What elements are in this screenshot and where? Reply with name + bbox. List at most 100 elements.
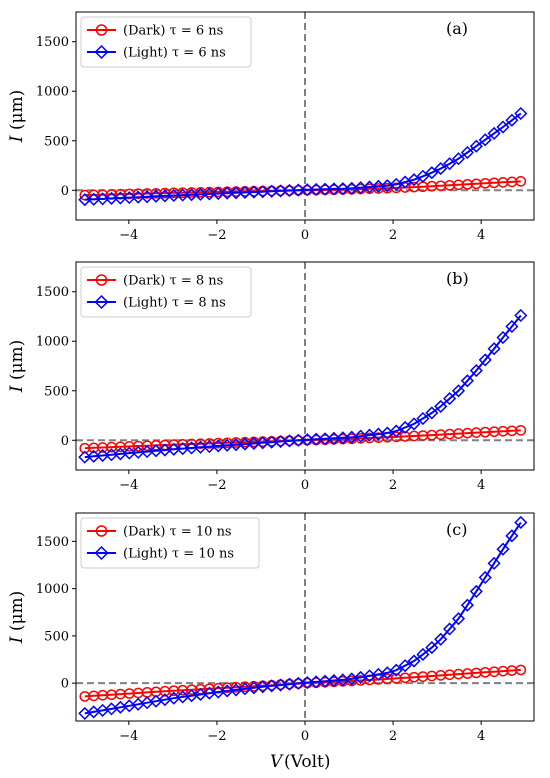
data-point bbox=[389, 663, 403, 677]
x-tick-label: 2 bbox=[389, 478, 397, 493]
data-point bbox=[460, 374, 474, 388]
data-point bbox=[247, 185, 261, 199]
data-point bbox=[416, 647, 430, 662]
x-tick-label: 4 bbox=[477, 478, 485, 493]
y-tick-label: 1000 bbox=[36, 335, 69, 350]
x-tick-label: −2 bbox=[207, 729, 226, 744]
data-point bbox=[434, 162, 448, 176]
legend: (Dark) τ = 6 ns (Light) τ = 6 ns bbox=[80, 16, 252, 68]
legend-box bbox=[80, 16, 252, 68]
panel-2: −4 −2 0 2 4 0 500 1000 1500 I (μm) (b) (Dark) τ = 8… bbox=[7, 261, 535, 493]
data-point bbox=[229, 186, 243, 200]
data-point bbox=[309, 432, 323, 446]
data-point bbox=[505, 319, 519, 334]
data-point bbox=[87, 192, 101, 206]
data-point bbox=[505, 113, 519, 127]
data-point bbox=[514, 106, 528, 121]
legend-marker bbox=[94, 545, 109, 561]
data-point bbox=[300, 433, 314, 447]
data-point bbox=[460, 145, 474, 160]
data-point bbox=[515, 176, 527, 187]
data-point bbox=[407, 417, 421, 431]
data-point bbox=[131, 190, 145, 204]
data-point bbox=[96, 192, 110, 206]
panel-1: −4 −2 0 2 4 0 500 1000 1500 I (μm) (a) (Dark) τ = 6… bbox=[7, 11, 535, 243]
y-axis-label: I (μm) bbox=[7, 591, 27, 645]
data-point bbox=[202, 187, 216, 201]
data-point bbox=[193, 187, 208, 201]
y-tick-label: 1500 bbox=[36, 35, 69, 50]
y-axis-label: I (μm) bbox=[7, 90, 27, 144]
data-point bbox=[515, 664, 527, 676]
y-tick-label: 0 bbox=[61, 434, 69, 449]
x-tick-label: 4 bbox=[477, 228, 485, 243]
x-tick-label: 0 bbox=[301, 478, 309, 493]
data-point bbox=[336, 182, 350, 196]
data-point bbox=[256, 185, 270, 199]
legend: (Dark) τ = 10 ns (Light) τ = 10 ns bbox=[80, 517, 260, 569]
data-point bbox=[416, 411, 430, 426]
data-point bbox=[327, 182, 341, 196]
data-point bbox=[273, 184, 288, 198]
data-point bbox=[496, 542, 510, 556]
data-point bbox=[265, 184, 279, 198]
data-point bbox=[487, 556, 501, 570]
y-tick-label: 500 bbox=[44, 629, 69, 644]
series-light bbox=[78, 515, 528, 720]
data-point bbox=[318, 432, 332, 446]
y-tick-label: 1000 bbox=[36, 582, 69, 597]
data-point bbox=[407, 654, 421, 668]
legend-label: (Dark) τ = 6 ns bbox=[123, 24, 223, 39]
legend-box bbox=[80, 517, 260, 569]
y-tick-label: 1000 bbox=[36, 85, 69, 100]
data-point bbox=[140, 190, 154, 204]
data-point bbox=[434, 632, 448, 646]
data-point bbox=[478, 133, 492, 147]
data-point bbox=[451, 152, 466, 166]
data-point bbox=[515, 425, 527, 436]
x-tick-label: 0 bbox=[301, 228, 309, 243]
data-point bbox=[425, 641, 439, 655]
y-tick-label: 1500 bbox=[36, 285, 69, 300]
legend-label: (Dark) τ = 8 ns bbox=[123, 274, 223, 289]
x-tick-label: 2 bbox=[389, 228, 397, 243]
data-point bbox=[113, 191, 127, 205]
svg-text:I (μm): I (μm) bbox=[7, 90, 27, 144]
data-point bbox=[487, 342, 501, 356]
panel-label: (c) bbox=[446, 520, 467, 539]
data-point bbox=[78, 193, 92, 207]
data-point bbox=[167, 188, 181, 203]
svg-text:I (μm): I (μm) bbox=[7, 591, 27, 645]
legend: (Dark) τ = 8 ns (Light) τ = 8 ns bbox=[80, 266, 252, 318]
x-tick-label: −4 bbox=[119, 478, 138, 493]
data-point bbox=[211, 187, 225, 201]
data-point bbox=[176, 188, 190, 202]
y-tick-label: 0 bbox=[61, 677, 69, 692]
data-point bbox=[434, 399, 448, 413]
data-point bbox=[514, 308, 528, 323]
data-point bbox=[398, 659, 412, 673]
data-point bbox=[478, 353, 492, 367]
legend-marker bbox=[94, 44, 109, 60]
data-point bbox=[443, 392, 457, 406]
x-axis-label-var: V bbox=[270, 752, 284, 772]
legend-box bbox=[80, 266, 252, 318]
legend-label: (Light) τ = 8 ns bbox=[123, 296, 226, 311]
y-axis-label: I (μm) bbox=[7, 340, 27, 394]
panel-3: −4 −2 0 2 4 0 500 1000 1500 I (μm) (c) (Dark) τ = 1… bbox=[7, 512, 535, 744]
data-point bbox=[514, 515, 528, 530]
x-tick-label: −4 bbox=[119, 228, 138, 243]
data-point bbox=[443, 622, 457, 636]
x-tick-label: 4 bbox=[477, 729, 485, 744]
data-point bbox=[291, 183, 305, 197]
x-axis-label-unit: (Volt) bbox=[284, 752, 330, 772]
data-point bbox=[327, 431, 341, 445]
x-tick-label: 0 bbox=[301, 729, 309, 744]
data-point bbox=[416, 169, 430, 183]
data-point bbox=[318, 182, 332, 196]
data-point bbox=[478, 570, 492, 585]
x-tick-label: 2 bbox=[389, 729, 397, 744]
data-point bbox=[451, 384, 466, 398]
legend-label: (Light) τ = 6 ns bbox=[123, 46, 226, 61]
